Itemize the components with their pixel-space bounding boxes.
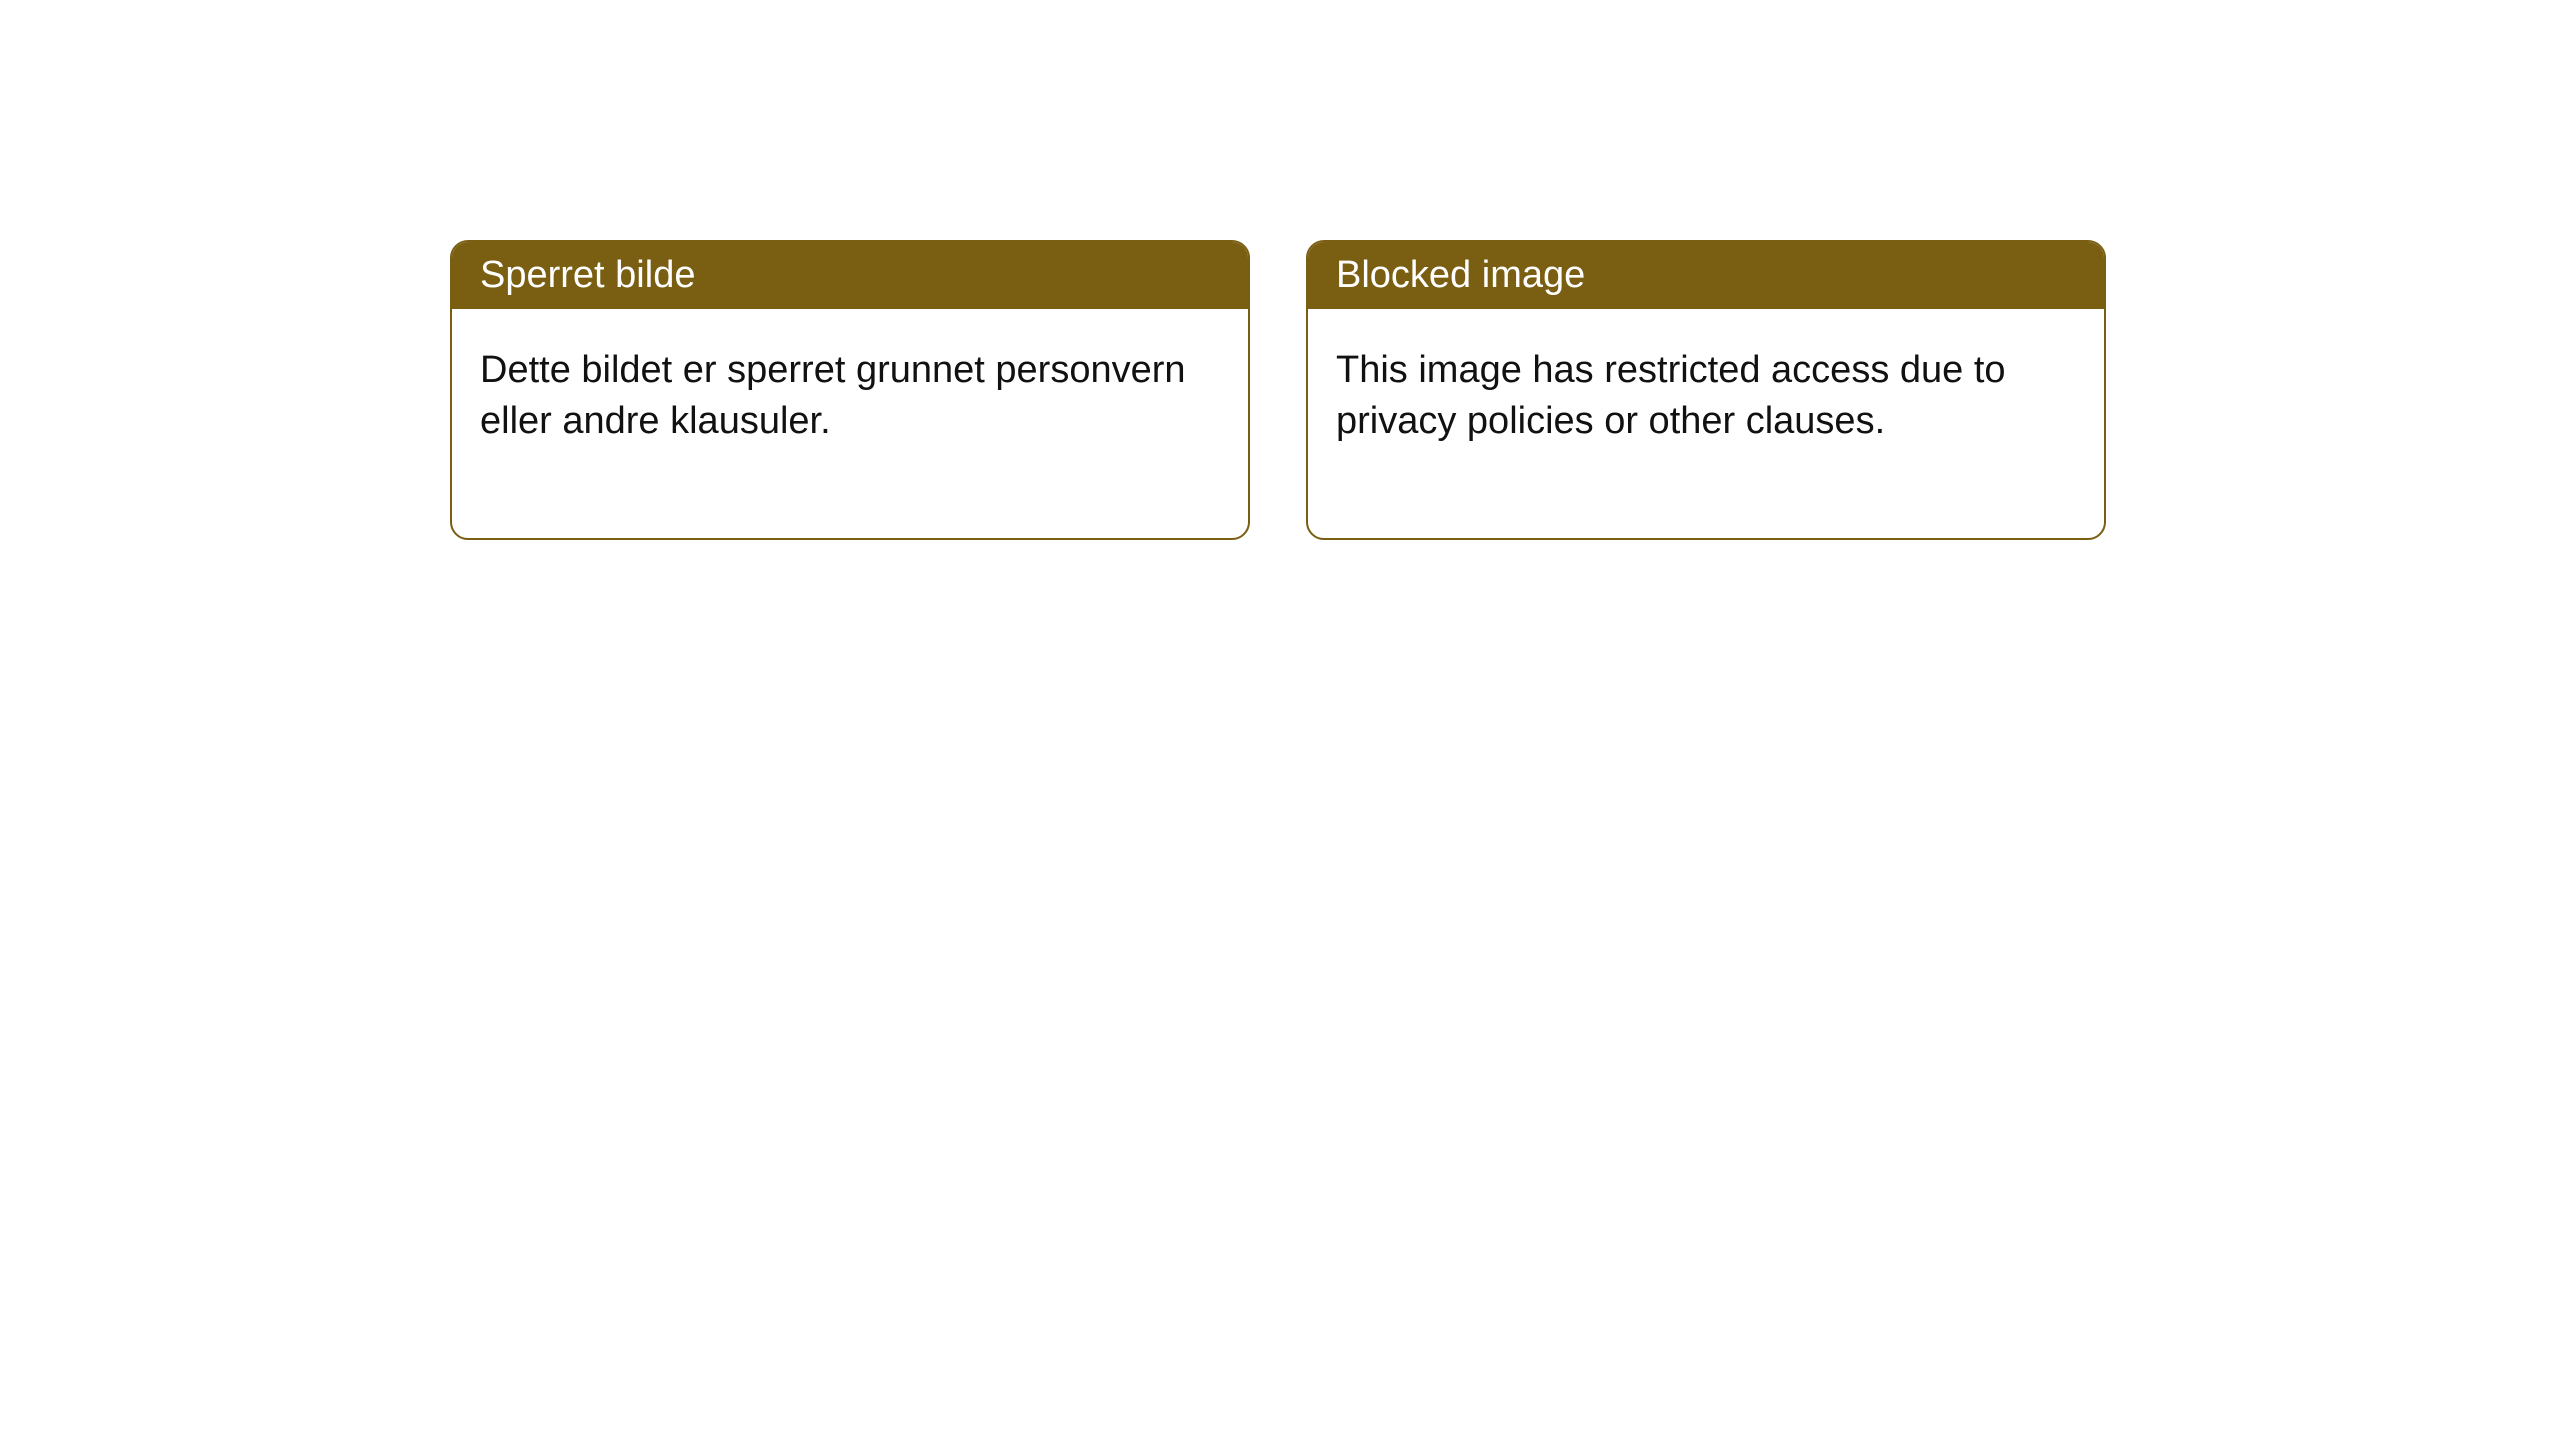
notice-card-header: Blocked image bbox=[1308, 242, 2104, 309]
notice-card-header: Sperret bilde bbox=[452, 242, 1248, 309]
notice-card-en: Blocked image This image has restricted … bbox=[1306, 240, 2106, 540]
notice-message: Dette bildet er sperret grunnet personve… bbox=[480, 349, 1186, 442]
notice-title: Sperret bilde bbox=[480, 254, 695, 296]
notice-card-body: This image has restricted access due to … bbox=[1308, 309, 2104, 538]
notice-cards-container: Sperret bilde Dette bildet er sperret gr… bbox=[450, 240, 2106, 540]
notice-message: This image has restricted access due to … bbox=[1336, 349, 2006, 442]
notice-card-no: Sperret bilde Dette bildet er sperret gr… bbox=[450, 240, 1250, 540]
notice-title: Blocked image bbox=[1336, 254, 1585, 296]
notice-card-body: Dette bildet er sperret grunnet personve… bbox=[452, 309, 1248, 538]
